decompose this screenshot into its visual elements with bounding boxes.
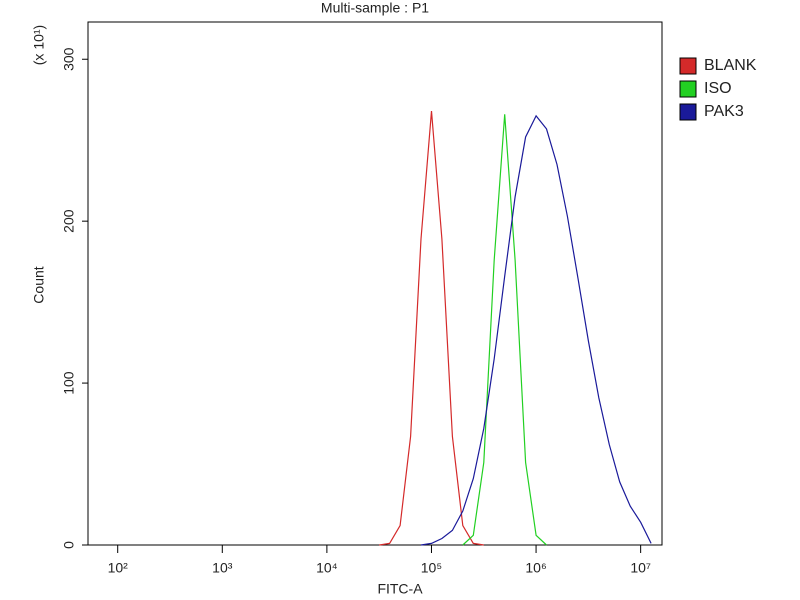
legend-swatch xyxy=(679,103,697,121)
x-tick-label: 10⁴ xyxy=(316,560,338,576)
legend-swatch xyxy=(679,80,697,98)
x-tick-label: 10⁷ xyxy=(630,560,651,576)
legend-label: ISO xyxy=(704,80,732,97)
y-tick-label: 200 xyxy=(61,209,77,233)
plot-frame xyxy=(87,21,663,546)
y-unit-label: (x 10¹) xyxy=(31,25,47,65)
legend-label: BLANK xyxy=(704,57,757,74)
chart-title: Multi-sample : P1 xyxy=(321,0,429,16)
x-axis-label: FITC-A xyxy=(377,581,423,597)
x-tick-label: 10³ xyxy=(212,560,233,576)
y-tick-label: 100 xyxy=(61,371,77,395)
x-tick-label: 10⁵ xyxy=(421,560,442,576)
series-line xyxy=(462,114,547,546)
legend-label: PAK3 xyxy=(704,103,744,120)
x-tick-label: 10⁶ xyxy=(525,560,546,576)
y-axis-label: Count xyxy=(31,266,47,303)
y-tick-label: 0 xyxy=(61,541,77,549)
y-tick-label: 300 xyxy=(61,47,77,71)
legend-swatch xyxy=(679,57,697,75)
series-line xyxy=(379,111,484,546)
series-line xyxy=(420,114,652,546)
x-tick-label: 10² xyxy=(108,560,129,576)
